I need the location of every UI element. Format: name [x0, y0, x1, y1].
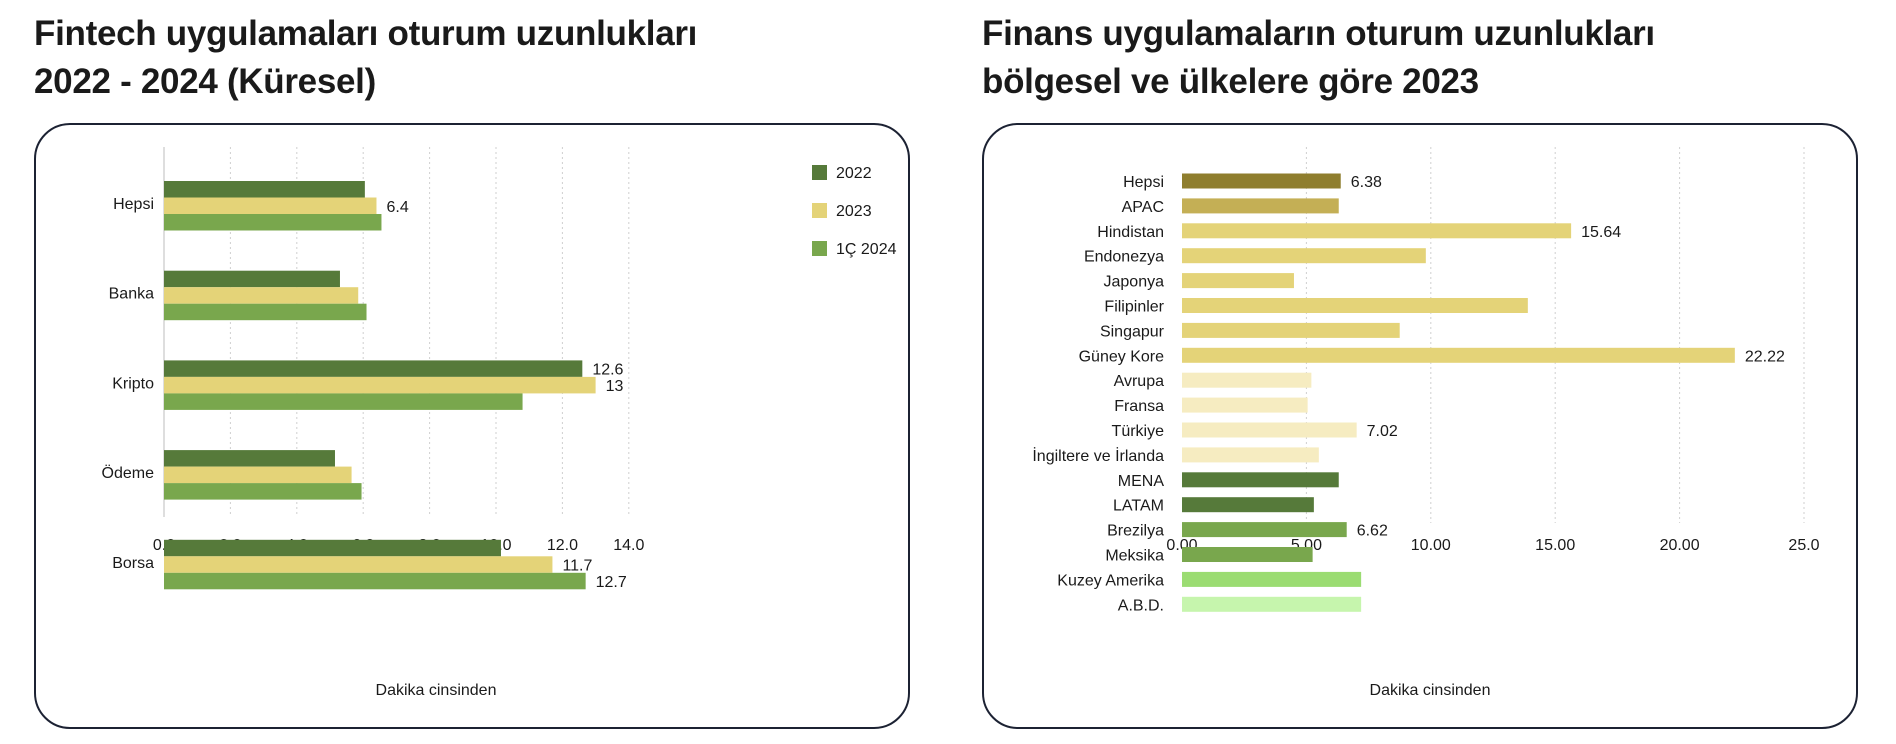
category-label: Filipinler — [1104, 299, 1164, 316]
bar — [1182, 248, 1426, 264]
bar — [1182, 596, 1362, 612]
category-label: Hindistan — [1097, 224, 1164, 241]
chart-card-global: 0.02.04.06.08.010.012.014.0HepsiBankaKri… — [34, 123, 910, 729]
chart-title-line1: Fintech uygulamaları oturum uzunlukları — [34, 14, 698, 53]
x-tick-label: 10.00 — [1411, 537, 1451, 554]
bar-2023 — [164, 376, 596, 394]
bar — [1182, 322, 1400, 338]
bar — [1182, 422, 1357, 438]
bar — [1182, 273, 1294, 289]
bar-2022 — [164, 270, 340, 288]
chart-card-regional: 0.00 5.00 10.00 15.00 20.00 25.0 Hepsi 6.38 APAC… — [982, 123, 1858, 729]
data-label: 22.22 — [1745, 348, 1785, 365]
bar — [1182, 547, 1313, 562]
x-tick-label: 14.0 — [613, 537, 644, 554]
bar-2023 — [164, 466, 352, 484]
category-label: Ödeme — [102, 464, 155, 482]
x-axis-title: Dakika cinsinden — [1370, 682, 1491, 699]
category-label: Güney Kore — [1079, 348, 1164, 365]
category-label: Endonezya — [1084, 249, 1164, 266]
bar — [1182, 447, 1319, 463]
bar — [1182, 347, 1735, 363]
category-label: Japonya — [1104, 274, 1165, 291]
bar — [1182, 198, 1339, 214]
bar-2022 — [164, 539, 501, 557]
bar-2022 — [164, 360, 583, 377]
category-label: APAC — [1122, 199, 1164, 216]
data-label: 12.6 — [592, 362, 623, 379]
bar — [1182, 397, 1308, 413]
data-label: 7.02 — [1367, 423, 1398, 440]
category-label: Hepsi — [1123, 174, 1164, 191]
x-axis-title: Dakika cinsinden — [376, 682, 497, 699]
chart-title-global: Fintech uygulamaları oturum uzunlukları … — [34, 10, 697, 106]
bar — [1182, 571, 1362, 587]
legend-swatch — [812, 203, 827, 218]
bar-1ç-2024 — [164, 393, 523, 410]
chart-title-line2: 2022 - 2024 (Küresel) — [34, 62, 376, 101]
legend-swatch — [812, 165, 827, 180]
x-tick-label: 20.00 — [1660, 537, 1700, 554]
bar-1ç-2024 — [164, 572, 586, 590]
bar — [1182, 298, 1528, 313]
category-label: İngiltere ve İrlanda — [1032, 446, 1164, 465]
bar — [1182, 497, 1314, 513]
category-label: MENA — [1118, 473, 1165, 490]
legend-label: 2023 — [836, 203, 872, 220]
bar-2023 — [164, 287, 359, 304]
category-label: Singapur — [1100, 323, 1165, 340]
chart-panel-regional: Finans uygulamaların oturum uzunlukları … — [982, 0, 1882, 744]
category-label: Hepsi — [113, 196, 154, 213]
data-label: 6.62 — [1357, 523, 1388, 540]
legend-label: 1Ç 2024 — [836, 241, 897, 258]
chart-title-line2: bölgesel ve ülkelere göre 2023 — [982, 62, 1479, 101]
category-label: LATAM — [1113, 498, 1164, 515]
category-label: Avrupa — [1114, 373, 1165, 390]
x-tick-label: 15.00 — [1535, 537, 1575, 554]
chart-panel-global: Fintech uygulamaları oturum uzunlukları … — [34, 0, 934, 744]
bar-2022 — [164, 450, 335, 467]
bar-1ç-2024 — [164, 483, 362, 500]
chart-title-line1: Finans uygulamaların oturum uzunlukları — [982, 14, 1655, 53]
x-tick-label: 25.0 — [1788, 537, 1819, 554]
data-label: 12.7 — [596, 574, 627, 591]
category-label: A.B.D. — [1118, 597, 1164, 614]
bar-2023 — [164, 197, 377, 214]
category-label: Brezilya — [1107, 523, 1164, 540]
data-label: 15.64 — [1581, 224, 1621, 241]
chart-title-regional: Finans uygulamaların oturum uzunlukları … — [982, 10, 1655, 106]
bar — [1182, 372, 1312, 388]
data-label: 13 — [606, 378, 624, 395]
bar-1ç-2024 — [164, 303, 367, 321]
legend-swatch — [812, 241, 827, 256]
bar — [1182, 223, 1572, 239]
category-label: Türkiye — [1112, 423, 1165, 440]
bar — [1182, 522, 1347, 538]
category-label: Meksika — [1105, 548, 1164, 565]
bar — [1182, 472, 1339, 488]
category-label: Kripto — [112, 375, 154, 392]
category-label: Borsa — [112, 555, 154, 572]
legend-label: 2022 — [836, 165, 872, 182]
bar — [1182, 173, 1341, 189]
bar-2022 — [164, 181, 365, 198]
bar-2023 — [164, 556, 553, 573]
data-label: 6.38 — [1351, 174, 1382, 191]
bar-1ç-2024 — [164, 214, 382, 231]
category-label: Kuzey Amerika — [1057, 572, 1164, 589]
category-label: Fransa — [1114, 398, 1164, 415]
data-label: 11.7 — [562, 558, 592, 575]
x-tick-label: 12.0 — [547, 537, 578, 554]
data-label: 6.4 — [386, 199, 408, 216]
bar-chart-global: 0.02.04.06.08.010.012.014.0HepsiBankaKri… — [102, 147, 897, 699]
category-label: Banka — [109, 286, 154, 303]
